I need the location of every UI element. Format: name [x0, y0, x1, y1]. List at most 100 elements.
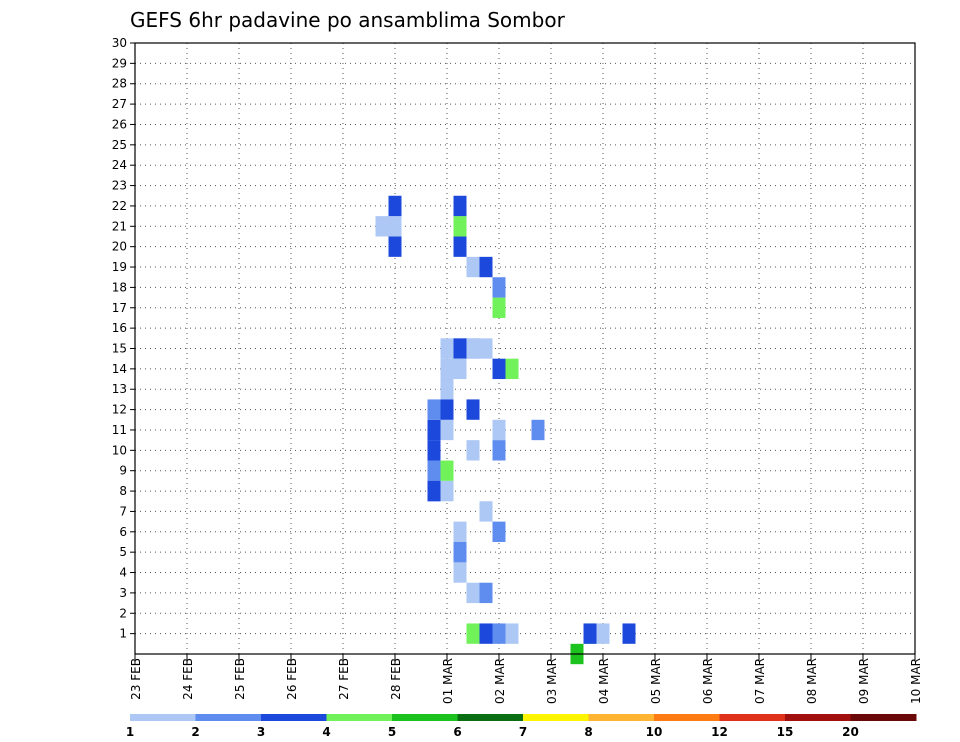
y-tick-label: 28 [112, 77, 127, 91]
colorbar-tick-label: 6 [453, 725, 461, 739]
data-cell [427, 440, 441, 461]
chart-title: GEFS 6hr padavine po ansamblima Sombor [130, 8, 566, 32]
y-tick-label: 9 [119, 464, 127, 478]
x-axis: 23 FEB 24 FEB 25 FEB 26 FEB 27 FEB 28 FEB 01 M… [129, 654, 923, 704]
data-cell [453, 216, 467, 237]
data-cell [440, 419, 454, 441]
x-tick-label: 26 FEB [285, 658, 299, 700]
data-cell [583, 623, 597, 644]
y-tick-label: 24 [112, 158, 127, 172]
x-tick-label: 01 MAR [441, 658, 455, 704]
y-tick-label: 30 [112, 36, 127, 50]
data-cell [466, 399, 480, 420]
y-tick-label: 26 [112, 117, 127, 131]
x-tick-label: 25 FEB [233, 658, 247, 700]
x-tick-label: 05 MAR [649, 658, 663, 704]
y-tick-label: 4 [119, 566, 127, 580]
x-tick-label: 04 MAR [597, 658, 611, 704]
data-cell [440, 460, 454, 481]
y-tick-label: 5 [119, 545, 127, 559]
data-cell [596, 623, 610, 644]
y-tick-label: 29 [112, 56, 127, 70]
data-cell [388, 195, 402, 217]
y-tick-label: 12 [112, 403, 127, 417]
data-cell [453, 338, 467, 359]
colorbar-tick-label: 15 [777, 725, 794, 739]
data-cell [427, 399, 441, 420]
x-tick-label: 02 MAR [493, 658, 507, 704]
data-cell [440, 358, 454, 380]
data-cell [531, 419, 545, 441]
data-cell [440, 399, 454, 420]
data-cell [440, 379, 454, 400]
x-tick-label: 27 FEB [337, 658, 351, 700]
y-tick-label: 13 [112, 382, 127, 396]
data-cell [492, 358, 506, 380]
data-cell [479, 582, 493, 604]
colorbar-tick-label: 5 [388, 725, 396, 739]
data-cell [453, 236, 467, 257]
data-cell [453, 195, 467, 217]
y-tick-label: 27 [112, 97, 127, 111]
y-tick-label: 19 [112, 260, 127, 274]
data-cells [375, 195, 636, 665]
y-tick-label: 2 [119, 606, 127, 620]
colorbar-swatch [654, 714, 720, 721]
x-tick-label: 10 MAR [909, 658, 923, 704]
colorbar-tick-label: 2 [191, 725, 199, 739]
x-tick-label: 03 MAR [545, 658, 559, 704]
x-tick-label: 07 MAR [753, 658, 767, 704]
y-axis: 1234567891011121314151617181920212223242… [112, 36, 135, 641]
colorbar-tick-label: 4 [322, 725, 330, 739]
data-cell [492, 419, 506, 441]
y-tick-label: 17 [112, 301, 127, 315]
data-cell [479, 501, 493, 522]
data-cell [453, 541, 467, 563]
colorbar-swatch [457, 714, 524, 721]
colorbar-tick-label: 8 [584, 725, 592, 739]
data-cell [427, 419, 441, 441]
grid [135, 43, 915, 654]
data-cell [427, 480, 441, 502]
data-cell [375, 216, 389, 237]
data-cell [479, 256, 493, 278]
data-cell [388, 236, 402, 257]
y-tick-label: 15 [112, 342, 127, 356]
x-tick-label: 06 MAR [701, 658, 715, 704]
data-cell [466, 582, 480, 604]
data-cell [492, 440, 506, 461]
colorbar-swatch [392, 714, 458, 721]
x-tick-label: 09 MAR [857, 658, 871, 704]
data-cell [466, 256, 480, 278]
colorbar-tick-label: 20 [842, 725, 859, 739]
colorbar-swatch [588, 714, 655, 721]
data-cell [479, 338, 493, 359]
colorbar-swatch [850, 714, 917, 721]
data-cell [440, 338, 454, 359]
y-tick-label: 14 [112, 362, 127, 376]
y-tick-label: 18 [112, 280, 127, 294]
y-tick-label: 7 [119, 504, 127, 518]
colorbar: 1 2 3 4 5 6 7 8 10 12 15 20 [126, 714, 917, 739]
data-cell [466, 623, 480, 644]
data-cell [427, 460, 441, 481]
y-tick-label: 6 [119, 525, 127, 539]
colorbar-swatch [261, 714, 327, 721]
colorbar-tick-label: 1 [126, 725, 134, 739]
colorbar-tick-label: 10 [646, 725, 663, 739]
y-tick-label: 10 [112, 443, 127, 457]
data-cell [453, 521, 467, 542]
y-tick-label: 8 [119, 484, 127, 498]
x-tick-label: 23 FEB [129, 658, 143, 700]
data-cell [505, 358, 519, 380]
colorbar-tick-label: 3 [257, 725, 265, 739]
data-cell [466, 338, 480, 359]
data-cell [440, 480, 454, 502]
y-tick-label: 23 [112, 179, 127, 193]
x-tick-label: 24 FEB [181, 658, 195, 700]
y-tick-label: 25 [112, 138, 127, 152]
data-cell [453, 358, 467, 380]
colorbar-swatch [130, 714, 196, 721]
data-cell [492, 297, 506, 318]
